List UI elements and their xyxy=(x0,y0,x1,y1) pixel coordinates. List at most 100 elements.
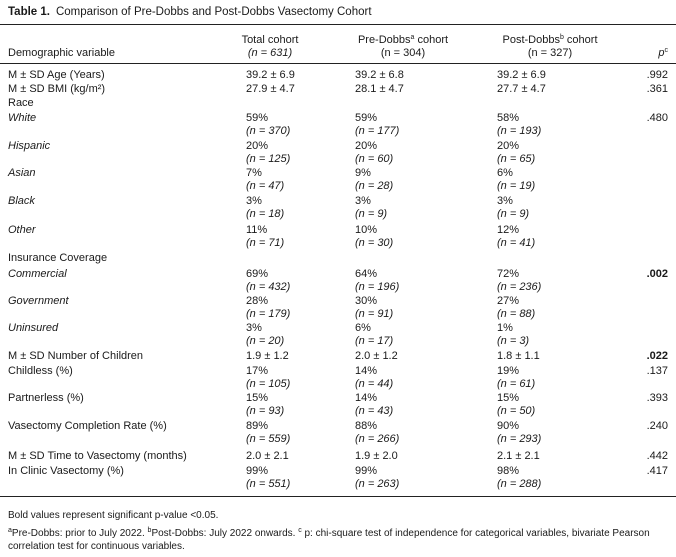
row-label: Government xyxy=(8,295,69,307)
cell-pre-n: (n = 44) xyxy=(355,378,394,390)
cell-pre: 39.2 ± 6.8 xyxy=(355,69,404,81)
cell-pre-n: (n = 30) xyxy=(355,237,394,249)
cell-pre: 28.1 ± 4.7 xyxy=(355,83,404,95)
cell-post-n: (n = 61) xyxy=(497,378,536,390)
cell-total: 11% xyxy=(246,224,268,236)
row-label: Insurance Coverage xyxy=(8,252,108,264)
table-label: Table 1. xyxy=(8,6,50,18)
cell-pre: 99% xyxy=(355,465,378,477)
cell-pre: 10% xyxy=(355,224,378,236)
cell-total-n: (n = 105) xyxy=(246,378,291,390)
cell-post: 90% xyxy=(497,420,520,432)
header-variable: Demographic variable xyxy=(8,47,115,59)
cell-total: 59% xyxy=(246,112,269,124)
cell-pre-n: (n = 17) xyxy=(355,335,394,347)
row-label: Vasectomy Completion Rate (%) xyxy=(8,420,167,432)
cell-total: 28% xyxy=(246,295,269,307)
cell-post-n: (n = 236) xyxy=(497,281,542,293)
cell-total: 17% xyxy=(246,365,269,377)
row-label: Asian xyxy=(8,167,36,179)
cell-p-value: .480 xyxy=(646,112,668,124)
cell-pre-n: (n = 43) xyxy=(355,405,394,417)
cell-post: 27.7 ± 4.7 xyxy=(497,83,546,95)
cell-post: 58% xyxy=(497,112,520,124)
cell-total-n: (n = 432) xyxy=(246,281,291,293)
cell-total: 69% xyxy=(246,268,269,280)
row-label: Partnerless (%) xyxy=(8,392,84,404)
cell-post-n: (n = 293) xyxy=(497,433,542,445)
cell-total: 3% xyxy=(246,322,262,334)
cell-total-n: (n = 125) xyxy=(246,153,291,165)
cell-pre: 88% xyxy=(355,420,378,432)
cell-pre-n: (n = 177) xyxy=(355,125,400,137)
cell-pre: 6% xyxy=(355,322,371,334)
footnote-c-cont: correlation test for continuous variable… xyxy=(8,541,185,552)
row-label: White xyxy=(8,112,37,124)
cell-post: 12% xyxy=(497,224,520,236)
cell-pre: 9% xyxy=(355,167,371,179)
cell-p-value: .393 xyxy=(646,392,668,404)
row-label: Other xyxy=(8,224,36,236)
cell-total: 20% xyxy=(246,140,269,152)
cell-post-n: (n = 50) xyxy=(497,405,536,417)
cell-pre: 14% xyxy=(355,392,378,404)
header-pre: Pre-Dobbsa cohort (n = 304) xyxy=(357,34,449,59)
cell-total: 15% xyxy=(246,392,269,404)
cell-p-value: .022 xyxy=(646,350,668,362)
cell-total-n: (n = 18) xyxy=(246,208,285,220)
cell-pre: 2.0 ± 1.2 xyxy=(355,350,398,362)
cell-pre: 1.9 ± 2.0 xyxy=(355,450,398,462)
row-label: M ± SD Age (Years) xyxy=(8,69,105,81)
cell-post: 19% xyxy=(497,365,520,377)
cell-total: 1.9 ± 1.2 xyxy=(246,350,289,362)
footnote-bold: Bold values represent significant p-valu… xyxy=(8,510,219,521)
cell-post: 2.1 ± 2.1 xyxy=(497,450,540,462)
cell-total-n: (n = 93) xyxy=(246,405,285,417)
cell-total: 99% xyxy=(246,465,269,477)
cell-pre: 14% xyxy=(355,365,378,377)
row-label: Childless (%) xyxy=(8,365,73,377)
cell-total-n: (n = 370) xyxy=(246,125,291,137)
row-label: M ± SD Number of Children xyxy=(8,350,144,362)
cell-total: 7% xyxy=(246,167,262,179)
table-caption: Table 1. Comparison of Pre-Dobbs and Post… xyxy=(8,6,372,18)
footnote-abc: aPre-Dobbs: prior to July 2022. bPost-Do… xyxy=(8,527,650,539)
cell-total: 2.0 ± 2.1 xyxy=(246,450,289,462)
header-total: Total cohort (n = 631) xyxy=(241,34,299,59)
cell-pre-n: (n = 60) xyxy=(355,153,394,165)
cell-pre-n: (n = 196) xyxy=(355,281,400,293)
cell-pre-n: (n = 263) xyxy=(355,478,400,490)
row-label: Hispanic xyxy=(8,140,51,152)
cell-post-n: (n = 41) xyxy=(497,237,536,249)
header-post: Post-Dobbsb cohort (n = 327) xyxy=(502,34,598,59)
cell-p-value: .442 xyxy=(646,450,668,462)
cell-post-n: (n = 3) xyxy=(497,335,530,347)
cell-total: 3% xyxy=(246,195,262,207)
cell-total: 89% xyxy=(246,420,269,432)
cell-pre: 30% xyxy=(355,295,378,307)
cell-total-n: (n = 179) xyxy=(246,308,291,320)
cell-p-value: .992 xyxy=(646,69,668,81)
row-label: Black xyxy=(8,195,35,207)
cell-total: 39.2 ± 6.9 xyxy=(246,69,295,81)
cell-post: 1% xyxy=(497,322,513,334)
cell-p-value: .002 xyxy=(646,268,668,280)
top-rule xyxy=(0,24,676,25)
bottom-rule xyxy=(0,496,676,497)
cell-pre-n: (n = 28) xyxy=(355,180,394,192)
cell-total-n: (n = 559) xyxy=(246,433,291,445)
cell-post-n: (n = 193) xyxy=(497,125,542,137)
header-p: pc xyxy=(658,47,668,59)
cell-total: 27.9 ± 4.7 xyxy=(246,83,295,95)
cell-pre-n: (n = 9) xyxy=(355,208,388,220)
cell-total-n: (n = 20) xyxy=(246,335,285,347)
cell-total-n: (n = 71) xyxy=(246,237,285,249)
row-label: M ± SD Time to Vasectomy (months) xyxy=(8,450,187,462)
cell-pre: 64% xyxy=(355,268,378,280)
row-label: Uninsured xyxy=(8,322,59,334)
cell-post: 27% xyxy=(497,295,520,307)
cell-pre: 3% xyxy=(355,195,371,207)
cell-post: 6% xyxy=(497,167,513,179)
row-label: In Clinic Vasectomy (%) xyxy=(8,465,124,477)
header-rule xyxy=(0,63,676,64)
